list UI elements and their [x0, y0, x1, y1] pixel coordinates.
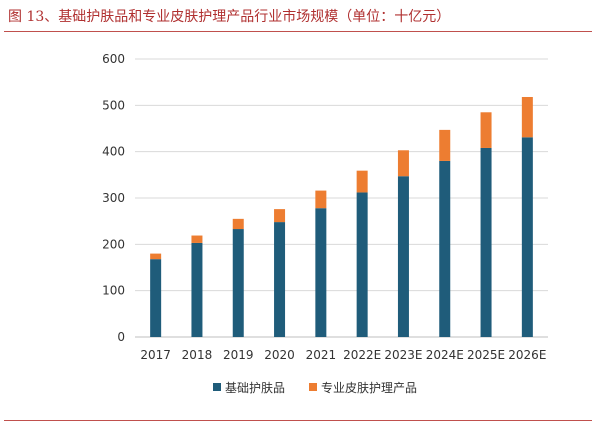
x-tick-label: 2023E: [384, 348, 422, 362]
y-tick-label: 200: [102, 237, 125, 251]
legend: 基础护肤品 专业皮肤护理产品: [213, 380, 417, 395]
chart-title: 图 13、基础护肤品和专业皮肤护理产品行业市场规模（单位：十亿元）: [8, 9, 451, 25]
x-tick-label: 2019: [223, 348, 254, 362]
top-rule: [4, 31, 592, 32]
y-tick-label: 400: [102, 145, 125, 159]
x-tick-label: 2021: [306, 348, 337, 362]
legend-swatch-base: [213, 383, 221, 391]
legend-label-base: 基础护肤品: [225, 380, 285, 395]
legend-swatch-professional: [309, 383, 317, 391]
bar-base-skincare: [191, 242, 203, 337]
legend-label-professional: 专业皮肤护理产品: [321, 380, 417, 395]
x-tick-label: 2017: [140, 348, 171, 362]
bar-professional-skincare: [315, 190, 327, 209]
x-axis-ticks: 2017 2018 2019 2020 2021 2022E 2023E 2024E 2025E…: [140, 348, 546, 362]
bar-professional-skincare: [480, 112, 492, 148]
bar-professional-skincare: [232, 218, 244, 230]
bars: [150, 96, 533, 337]
bar-professional-skincare: [191, 235, 203, 243]
bar-base-skincare: [439, 160, 451, 337]
bar-base-skincare: [480, 147, 492, 337]
y-tick-label: 0: [117, 330, 125, 344]
y-tick-label: 500: [102, 98, 125, 112]
y-tick-label: 100: [102, 284, 125, 298]
bar-base-skincare: [274, 222, 286, 337]
y-tick-label: 600: [102, 52, 125, 66]
bar-professional-skincare: [439, 129, 451, 161]
y-axis-ticks: 0 100 200 300 400 500 600: [102, 52, 125, 344]
x-tick-label: 2020: [264, 348, 295, 362]
bar-professional-skincare: [397, 150, 409, 177]
bar-base-skincare: [356, 192, 368, 337]
x-tick-label: 2026E: [508, 348, 546, 362]
bar-base-skincare: [150, 259, 162, 337]
bar-professional-skincare: [521, 96, 533, 138]
bar-base-skincare: [397, 176, 409, 337]
bar-base-skincare: [232, 229, 244, 337]
y-tick-label: 300: [102, 191, 125, 205]
x-tick-label: 2018: [182, 348, 213, 362]
bottom-rule: [4, 420, 592, 421]
gridlines: [135, 58, 548, 338]
bar-base-skincare: [315, 208, 327, 337]
x-tick-label: 2022E: [343, 348, 381, 362]
bar-professional-skincare: [274, 209, 286, 223]
x-tick-label: 2024E: [426, 348, 464, 362]
bar-professional-skincare: [150, 253, 162, 260]
bar-professional-skincare: [356, 170, 368, 193]
x-tick-label: 2025E: [467, 348, 505, 362]
bar-base-skincare: [521, 137, 533, 337]
